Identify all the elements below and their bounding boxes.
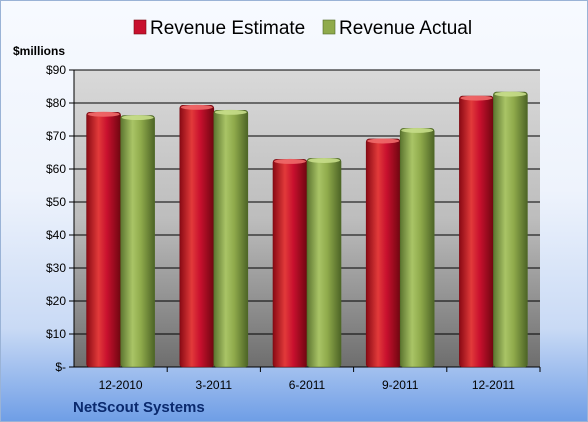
y-tick-label: $90 <box>46 63 66 77</box>
legend-label-actual: Revenue Actual <box>339 18 472 39</box>
estimate-bar-9-2011 <box>365 138 401 368</box>
x-tick-label: 12-2011 <box>472 378 515 392</box>
legend-label-estimate: Revenue Estimate <box>150 18 305 39</box>
y-tick-label: $80 <box>46 96 66 110</box>
bar-top-highlight <box>214 109 247 115</box>
y-tick-label: $60 <box>46 162 66 176</box>
bars <box>86 91 528 368</box>
y-axis-unit-label: $millions <box>13 44 65 58</box>
x-tick-label: 12-2010 <box>99 378 143 392</box>
bar-top-highlight <box>87 111 120 117</box>
actual-bar-12-2011 <box>493 91 528 368</box>
x-tick-label: 3-2011 <box>196 378 233 392</box>
y-tick-label: $20 <box>46 294 66 308</box>
bar-top-highlight <box>274 158 306 164</box>
x-tick-label: 9-2011 <box>382 378 419 392</box>
estimate-bar-6-2011 <box>272 159 308 368</box>
bar-top-highlight <box>367 138 400 144</box>
y-axis-ticks: $- $10 $20 $30 $40 $50 $60 $70 $80 $90 <box>46 63 540 374</box>
bar-top-highlight <box>180 104 213 110</box>
bar-top-highlight <box>401 127 434 133</box>
estimate-bar-3-2011 <box>179 105 215 368</box>
bar-top-highlight <box>494 91 527 97</box>
y-tick-label: $10 <box>46 327 66 341</box>
y-tick-label: $40 <box>46 228 66 242</box>
y-tick-label: $70 <box>46 129 66 143</box>
actual-bar-3-2011 <box>213 109 249 368</box>
actual-bar-9-2011 <box>399 128 435 368</box>
actual-bar-12-2010 <box>120 115 155 368</box>
estimate-bar-12-2010 <box>86 111 121 368</box>
y-tick-label: $30 <box>46 261 66 275</box>
actual-bar-6-2011 <box>306 158 342 368</box>
bar-top-highlight <box>460 95 493 101</box>
legend: Revenue Estimate Revenue Actual <box>133 18 472 39</box>
y-tick-label: $50 <box>46 195 66 209</box>
bar-top-highlight <box>308 157 340 163</box>
x-tick-label: 6-2011 <box>289 378 326 392</box>
y-tick-label: $- <box>55 360 66 374</box>
legend-swatch-estimate <box>133 19 147 35</box>
bar-top-highlight <box>121 115 154 121</box>
company-name: NetScout Systems <box>73 399 205 416</box>
estimate-bar-12-2011 <box>459 95 494 368</box>
x-axis-ticks: 12-2010 3-2011 6-2011 9-2011 12-2011 <box>99 367 541 392</box>
legend-swatch-actual <box>322 19 336 35</box>
